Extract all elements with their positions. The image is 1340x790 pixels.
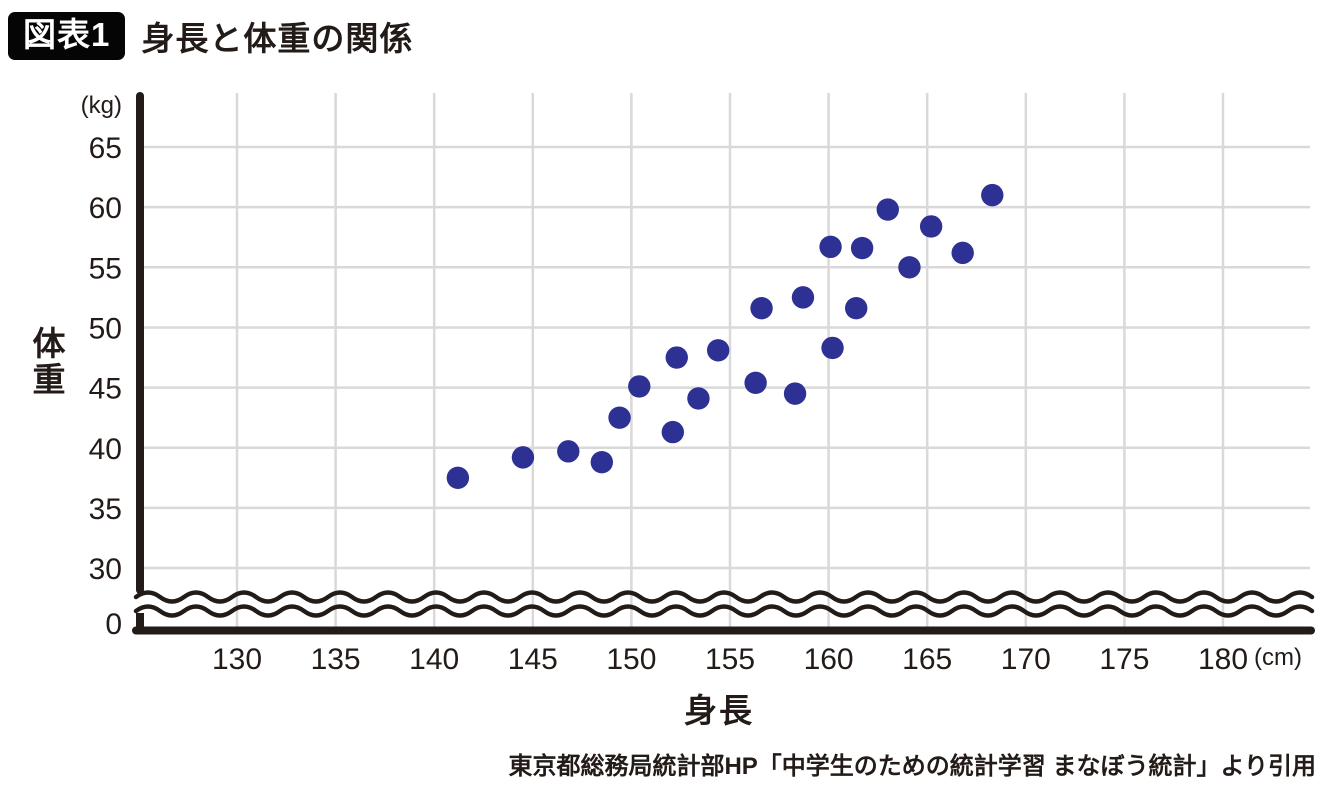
axis-break-waves	[133, 590, 1315, 618]
data-point	[590, 450, 614, 474]
x-tick-label: 155	[705, 643, 755, 676]
x-tick-label: 130	[212, 643, 262, 676]
data-point	[511, 446, 535, 469]
x-tick-label: 165	[902, 643, 952, 676]
x-axis-unit-label: (cm)	[1254, 644, 1302, 671]
x-tick-label: 160	[804, 643, 854, 676]
data-point	[750, 297, 773, 320]
data-point	[446, 466, 470, 490]
chart-header: 図表1 身長と体重の関係	[8, 12, 414, 61]
y-axis-unit-label: (kg)	[80, 92, 122, 119]
x-tick-label: 145	[508, 643, 558, 676]
axes	[132, 92, 1315, 635]
data-point	[744, 371, 767, 394]
data-point	[898, 256, 921, 279]
y-tick-label: 30	[89, 553, 122, 586]
data-point	[951, 241, 974, 265]
data-point	[628, 375, 651, 398]
y-tick-label: 40	[89, 433, 122, 466]
y-tick-label: 65	[89, 132, 122, 165]
data-point	[783, 382, 807, 405]
y-tick-label: 35	[89, 493, 122, 526]
x-tick-label: 170	[1001, 643, 1051, 676]
data-point	[661, 420, 685, 444]
gridlines	[144, 93, 1310, 628]
data-point	[845, 297, 868, 320]
y-tick-label: 60	[89, 192, 122, 225]
data-points	[446, 183, 1004, 490]
data-point	[819, 235, 842, 259]
data-point	[791, 286, 815, 309]
wave-line	[133, 590, 1315, 604]
y-tick-label: 50	[89, 312, 122, 345]
data-point	[821, 336, 844, 360]
data-point	[665, 346, 688, 369]
x-tick-label: 140	[409, 643, 459, 676]
x-tick-label: 180	[1198, 643, 1248, 676]
y-axis-title: 体重	[28, 326, 65, 398]
y-tick-labels: 65 60 55 50 45 40 35 30 0	[89, 132, 122, 641]
x-axis-title: 身長	[684, 692, 754, 729]
source-citation: 東京都総務局統計部HP「中学生のための統計学習 まなぼう統計」より引用	[508, 753, 1316, 780]
wave-line	[133, 604, 1315, 618]
data-point	[919, 215, 943, 238]
x-tick-label: 150	[606, 643, 656, 676]
y-tick-label: 45	[89, 373, 122, 406]
y-tick-label: 0	[105, 608, 122, 641]
data-point	[608, 406, 631, 429]
figure-badge: 図表1	[8, 12, 126, 61]
chart-title: 身長と体重の関係	[141, 20, 414, 58]
data-point	[557, 440, 580, 463]
data-point	[876, 198, 899, 221]
data-point	[687, 387, 710, 410]
data-point	[850, 236, 874, 260]
data-point	[706, 339, 730, 362]
data-point	[981, 183, 1004, 207]
x-tick-label: 175	[1099, 643, 1149, 676]
x-tick-label: 135	[311, 643, 361, 676]
y-tick-label: 55	[89, 252, 122, 285]
x-tick-labels: 130 135 140 145 150 155 160 165 170 175 180	[212, 643, 1248, 676]
